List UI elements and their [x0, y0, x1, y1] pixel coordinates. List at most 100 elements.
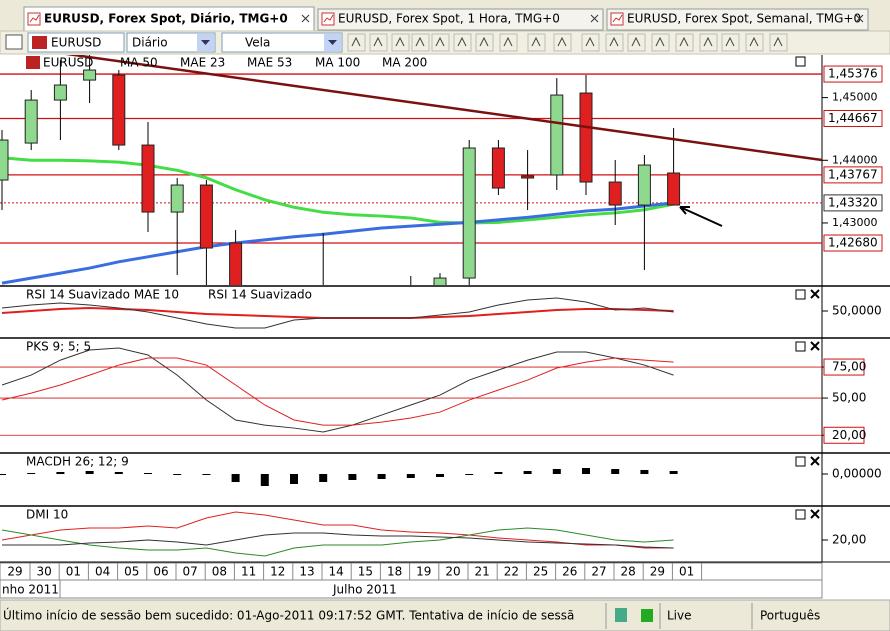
dropdown-arrow [201, 40, 210, 45]
x-tick-label: 07 [183, 565, 198, 579]
level-label-box [823, 234, 883, 252]
legend-entry[interactable]: MAE 53 [247, 56, 292, 70]
tool-button[interactable] [769, 33, 788, 52]
tool-glyph [655, 36, 665, 47]
histogram-bar [348, 474, 357, 480]
panel-button[interactable] [795, 289, 806, 300]
legend-entry[interactable]: MA 50 [120, 56, 158, 70]
tab-close-icon[interactable] [301, 14, 310, 23]
tool-button[interactable] [605, 33, 624, 52]
histogram-bar [0, 474, 6, 475]
y-tick-label: 20,00 [832, 533, 866, 547]
tool-button[interactable] [347, 33, 366, 52]
histogram-bar [611, 469, 620, 474]
lock-icon [641, 609, 653, 622]
tab[interactable] [23, 6, 315, 32]
tool-button[interactable] [527, 33, 546, 52]
candle-body [637, 164, 651, 206]
language: Português [760, 609, 820, 623]
tool-icons [347, 33, 788, 52]
candle-body [608, 181, 622, 206]
tool-button[interactable] [745, 33, 764, 52]
tool-button[interactable] [627, 33, 646, 52]
y-tick-label: 20,00 [832, 428, 866, 442]
x-tick-label: 11 [241, 565, 256, 579]
toolbar-button[interactable] [5, 34, 23, 50]
histogram-bar [582, 468, 590, 474]
indicator-line [1, 347, 674, 433]
candle-body [170, 184, 184, 213]
level-label-box [823, 65, 883, 83]
tool-button[interactable] [553, 33, 572, 52]
tool-glyph [531, 36, 541, 47]
legend-entry[interactable]: MA 200 [382, 56, 427, 70]
candle-body [667, 172, 681, 206]
tool-button[interactable] [699, 33, 718, 52]
tool-button[interactable] [453, 33, 472, 52]
tab[interactable] [606, 8, 869, 31]
panel-title: DMI 10 [26, 508, 68, 522]
histogram-bar [669, 471, 678, 474]
tab[interactable] [317, 8, 604, 31]
tool-button[interactable] [475, 33, 494, 52]
tool-glyph [725, 36, 735, 47]
x-tick-label: 28 [621, 565, 636, 579]
fx-icon [32, 36, 47, 49]
tool-glyph [395, 36, 405, 47]
panel-button[interactable] [795, 456, 806, 467]
tool-button[interactable] [581, 33, 600, 52]
x-tick-label: 20 [445, 565, 460, 579]
tool-button[interactable] [411, 33, 430, 52]
tab-icon-glyph [612, 14, 623, 23]
tool-glyph [773, 36, 783, 47]
candle-body [521, 175, 535, 179]
tab-label: EURUSD, Forex Spot, 1 Hora, TMG+0 [338, 12, 560, 26]
period-select[interactable] [126, 32, 216, 53]
tool-glyph [435, 36, 445, 47]
x-tick-label: 18 [387, 565, 402, 579]
legend-entry[interactable]: MAE 23 [180, 56, 225, 70]
connection-status: Live [667, 609, 692, 623]
tool-button[interactable] [721, 33, 740, 52]
panel-button[interactable] [795, 509, 806, 520]
y-tick-label: 1,44000 [832, 153, 878, 166]
tool-button[interactable] [651, 33, 670, 52]
panel-close[interactable] [810, 289, 820, 299]
panel-title: MACDH 26; 12; 9 [26, 455, 129, 469]
panel-button[interactable] [795, 56, 806, 67]
symbol-box[interactable] [27, 32, 125, 53]
tool-button[interactable] [391, 33, 410, 52]
tab-close-icon[interactable] [590, 14, 599, 23]
level-label: 1,44667 [828, 111, 878, 125]
tool-button[interactable] [675, 33, 694, 52]
x-tick-label: 27 [591, 565, 606, 579]
histogram-bar [173, 474, 182, 475]
tab-icon-glyph [323, 14, 334, 23]
x-tick-label: 01 [679, 565, 694, 579]
y-tick-label: 50,0000 [832, 304, 882, 318]
histogram-bar [114, 472, 123, 474]
tool-button[interactable] [499, 33, 518, 52]
x-tick-label: 04 [95, 565, 110, 579]
panel-close[interactable] [810, 509, 820, 519]
tool-glyph [749, 36, 759, 47]
panel-button[interactable] [795, 341, 806, 352]
level-label-box [823, 194, 883, 212]
tab-close-icon[interactable] [855, 14, 864, 23]
style-select[interactable] [221, 32, 343, 53]
candle-body [433, 277, 447, 285]
level-label: 1,42680 [828, 236, 878, 250]
x-tick-label: 14 [329, 565, 344, 579]
tool-button[interactable] [369, 33, 388, 52]
tool-glyph [503, 36, 513, 47]
panel-close[interactable] [810, 456, 820, 466]
candle-body [112, 74, 126, 146]
y-tick-label: 50,00 [832, 391, 866, 405]
legend-entry[interactable]: MA 100 [315, 56, 360, 70]
panel-close[interactable] [810, 341, 820, 351]
level-label: 1,43320 [828, 195, 878, 209]
x-tick-label: 05 [124, 565, 139, 579]
indicator-line [1, 357, 674, 426]
period-text: Diário [132, 36, 168, 50]
tool-button[interactable] [431, 33, 450, 52]
